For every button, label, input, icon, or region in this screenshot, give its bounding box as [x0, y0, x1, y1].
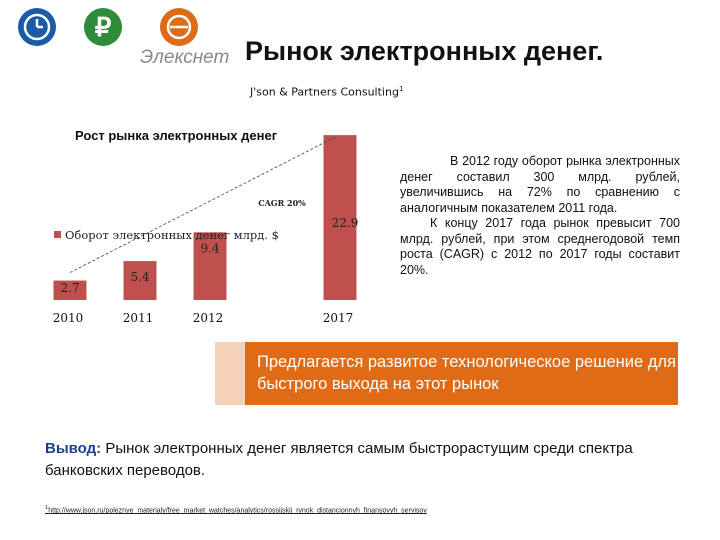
- clock-icon: [18, 8, 56, 46]
- conclusion-text: Рынок электронных денег является самым б…: [45, 440, 633, 479]
- callout-box: Предлагается развитое технологическое ре…: [245, 342, 678, 405]
- bar-2010: [53, 280, 87, 300]
- x-tick-2011: 2011: [123, 311, 154, 325]
- callout-text: Предлагается развитое технологическое ре…: [257, 353, 676, 393]
- currency-icon: [160, 8, 198, 46]
- legend-swatch: [54, 231, 61, 238]
- footnote-link[interactable]: 1http://www.json.ru/poleznye_materialy/f…: [45, 505, 427, 514]
- footnote-ref: 1: [398, 85, 404, 93]
- description-paragraph-2: К концу 2017 года рынок превысит 700 млр…: [400, 216, 680, 277]
- conclusion: Вывод: Рынок электронных денег является …: [45, 438, 645, 482]
- data-label-2010: 2.7: [60, 281, 79, 295]
- x-tick-2017: 2017: [323, 311, 354, 325]
- description-paragraph-1: В 2012 году оборот рынка электронных ден…: [400, 154, 680, 215]
- source-label: J'son & Partners Consulting1: [250, 85, 404, 99]
- legend-label: Оборот электронных денег млрд. $: [65, 228, 279, 242]
- chart-title: Рост рынка электронных денег: [75, 128, 278, 143]
- page-title: Рынок электронных денег.: [245, 36, 604, 66]
- conclusion-label: Вывод:: [45, 440, 102, 457]
- data-label-2012: 9.4: [200, 241, 219, 255]
- logo-text: Элекснет: [140, 47, 230, 68]
- bar-2011: [123, 261, 157, 300]
- footnote-url: http://www.json.ru/poleznye_materialy/fr…: [48, 507, 427, 515]
- x-tick-2010: 2010: [53, 311, 84, 325]
- ruble-icon: ₽: [84, 8, 122, 46]
- bar-2012: [193, 232, 227, 300]
- data-label-2011: 5.4: [130, 270, 149, 284]
- description: В 2012 году оборот рынка электронных ден…: [400, 154, 680, 278]
- cagr-annotation: CAGR 20%: [258, 198, 306, 208]
- bar-2017: [323, 135, 357, 300]
- footnote-number: 1: [45, 505, 49, 511]
- data-label-2017: 22.9: [332, 216, 359, 230]
- bar-chart: 2.7 2010 5.4 2011 9.4 2012 22.9 2017 CAGR 20% Обо…: [53, 135, 359, 325]
- x-tick-2012: 2012: [193, 311, 224, 325]
